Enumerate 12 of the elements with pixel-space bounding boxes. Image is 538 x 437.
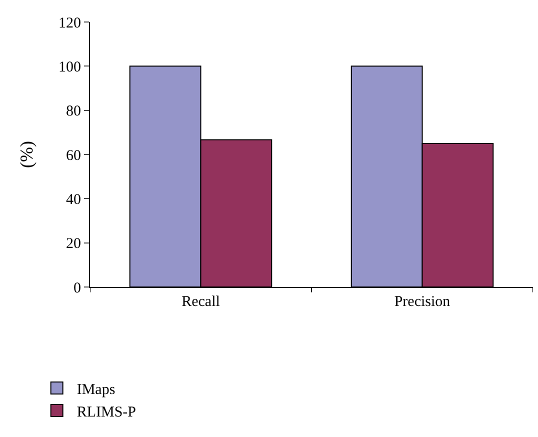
y-axis-title: (%) — [16, 141, 37, 168]
legend-label: IMaps — [76, 382, 116, 398]
y-tick-label: 80 — [66, 104, 81, 120]
y-tick-label: 20 — [66, 236, 81, 252]
y-tick-label: 40 — [66, 192, 81, 208]
x-tick-label: Precision — [394, 294, 451, 310]
legend-label: RLIMS-P — [76, 404, 136, 420]
y-tick-label: 100 — [58, 59, 81, 76]
y-tick-label: 60 — [66, 148, 81, 164]
x-tick-label: Recall — [182, 294, 220, 310]
y-tick-label: 120 — [58, 15, 81, 32]
y-tick-label: 0 — [74, 280, 81, 296]
